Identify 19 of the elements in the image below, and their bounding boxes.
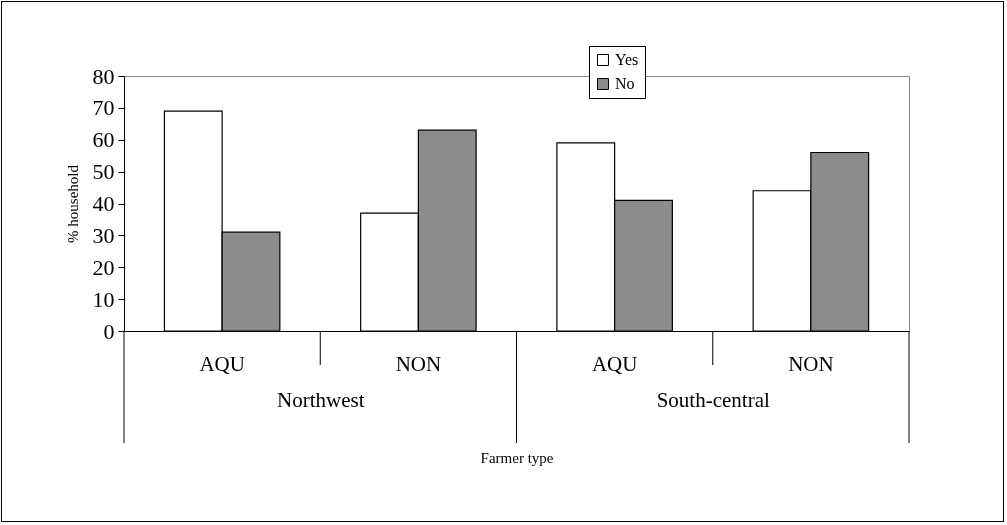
y-axis-title: % household [64,164,81,243]
y-tick-label: 80 [92,63,115,89]
y-tick-label: 70 [92,95,115,121]
x-tick-label: NON [395,351,442,376]
y-tick-label: 10 [92,286,115,312]
legend-label: No [615,75,635,92]
x-axis-title: Farmer type [480,449,554,466]
text: South-central [656,387,770,412]
x-tick-label: NON [788,351,834,376]
y-tick-label: 20 [92,254,115,280]
y-tick-label: 40 [92,191,115,216]
y-tick-label: 0 [103,318,115,344]
y-tick-label: 60 [92,127,115,153]
y-tick-label: 30 [92,222,115,248]
x-tick-label: AQU [199,351,245,376]
y-tick-label: 50 [92,159,115,185]
text: Northwest [277,387,365,412]
legend-label: Yes [615,51,639,68]
x-tick-label: AQU [591,351,638,376]
